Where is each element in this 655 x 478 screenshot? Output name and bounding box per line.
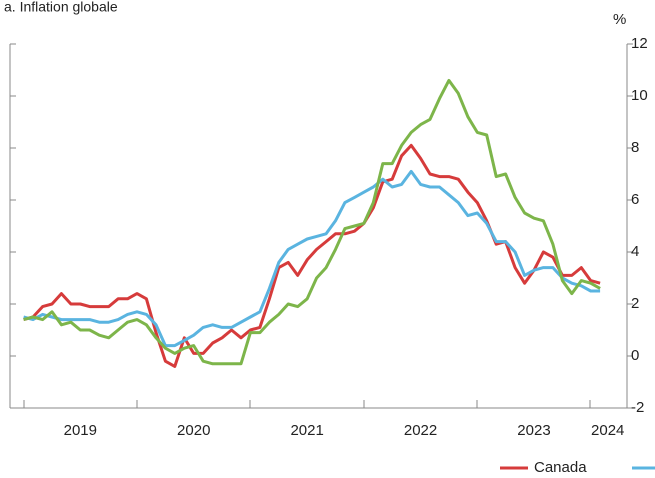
- x-tick-label: 2023: [517, 422, 550, 439]
- series-line: [23, 169, 601, 348]
- y-tick-label: 12: [631, 35, 648, 52]
- y-tick-label: 4: [631, 243, 639, 260]
- chart-title: a. Inflation globale: [4, 0, 118, 15]
- y-tick-label: 10: [631, 87, 648, 104]
- x-tick-label: 2022: [404, 422, 437, 439]
- y-tick-label: -2: [631, 399, 644, 416]
- x-tick-label: 2020: [177, 422, 210, 439]
- y-tick-label: 8: [631, 139, 639, 156]
- y-tick-label: 0: [631, 347, 639, 364]
- series-line: [23, 78, 601, 366]
- y-unit: %: [613, 11, 626, 28]
- y-tick-label: 2: [631, 295, 639, 312]
- year-boundaries: [23, 400, 591, 408]
- x-tick-label: 2024: [591, 422, 624, 439]
- x-tick-label: 2021: [290, 422, 323, 439]
- x-tick-label: 2019: [64, 422, 97, 439]
- y-tick-label: 6: [631, 191, 639, 208]
- legend-label: Canada: [534, 459, 587, 476]
- series-line: [23, 143, 601, 368]
